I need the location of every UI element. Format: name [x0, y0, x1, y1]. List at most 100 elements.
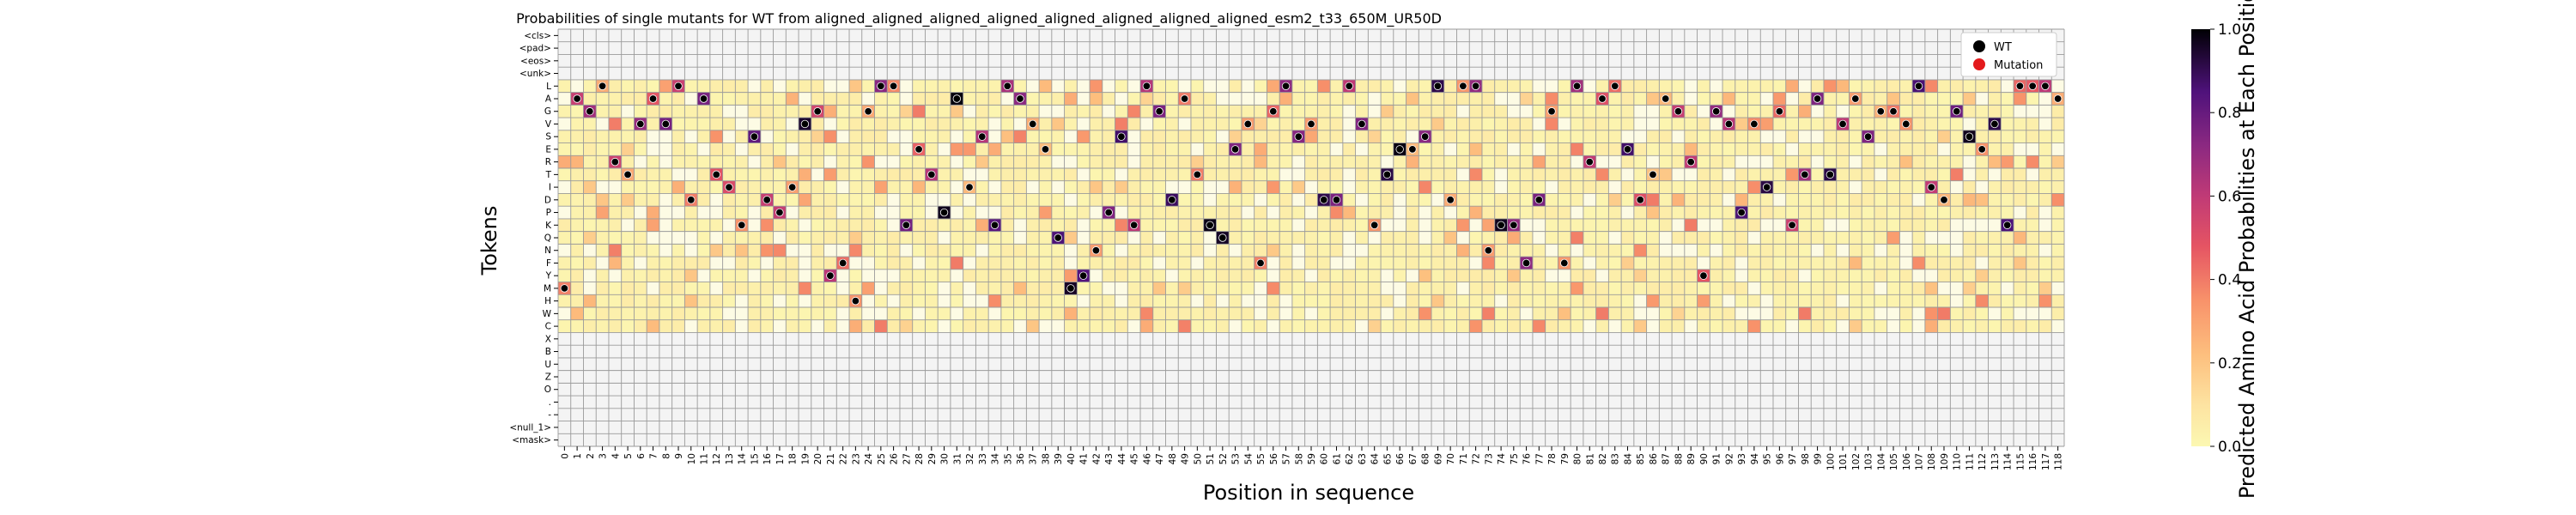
heatmap-cell [1051, 142, 1065, 156]
heatmap-cell [634, 130, 647, 143]
heatmap-cell [1507, 79, 1521, 93]
heatmap-cell [1178, 370, 1191, 384]
heatmap-cell [735, 79, 749, 93]
heatmap-cell [1443, 294, 1457, 307]
heatmap-cell [1165, 41, 1179, 55]
heatmap-cell [1152, 130, 1166, 143]
heatmap-cell [1772, 92, 1786, 106]
heatmap-cell [799, 345, 811, 358]
heatmap-cell [1646, 130, 1660, 143]
heatmap-cell [1152, 345, 1166, 358]
heatmap-cell [1684, 294, 1698, 307]
heatmap-cell [1735, 244, 1748, 258]
heatmap-cell [1000, 307, 1014, 320]
heatmap-cell [1722, 231, 1735, 245]
heatmap-cell [1747, 408, 1761, 421]
heatmap-cell [963, 370, 976, 384]
heatmap-cell [2001, 307, 2014, 320]
heatmap-cell [596, 244, 609, 258]
heatmap-cell [1077, 345, 1091, 358]
heatmap-cell [1722, 408, 1735, 421]
heatmap-cell [1190, 193, 1204, 207]
heatmap-cell [861, 168, 875, 181]
heatmap-cell [1026, 168, 1040, 181]
heatmap-cell [786, 54, 799, 68]
heatmap-cell [1090, 319, 1103, 333]
heatmap-cell [1823, 155, 1837, 168]
heatmap-cell [1064, 142, 1078, 156]
heatmap-cell [963, 130, 976, 143]
heatmap-cell [2001, 118, 2014, 130]
legend-wt-label: WT [1994, 41, 2012, 54]
heatmap-cell [1811, 105, 1824, 118]
wt-marker [2002, 221, 2012, 229]
x-tick-label: 53 [1231, 453, 1242, 464]
heatmap-cell [1886, 218, 1900, 232]
heatmap-cell [697, 294, 710, 307]
heatmap-cell [684, 345, 698, 358]
heatmap-cell [2014, 206, 2026, 219]
heatmap-cell [1874, 180, 1887, 194]
heatmap-cell [1267, 294, 1280, 307]
heatmap-cell [709, 41, 723, 55]
heatmap-cell [735, 193, 749, 207]
wt-marker [1041, 145, 1050, 154]
heatmap-cell [1090, 257, 1103, 270]
heatmap-cell [659, 180, 672, 194]
heatmap-cell [1481, 408, 1495, 421]
heatmap-cell [671, 269, 685, 282]
heatmap-cell [1571, 231, 1583, 245]
heatmap-cell [1697, 294, 1710, 307]
heatmap-cell [1229, 231, 1242, 245]
heatmap-cell [760, 92, 774, 106]
heatmap-cell [1203, 41, 1217, 55]
heatmap-cell [1735, 193, 1748, 207]
heatmap-cell [1684, 231, 1698, 245]
heatmap-cell [1039, 105, 1052, 118]
heatmap-cell [1672, 231, 1685, 245]
wt-marker [725, 183, 733, 191]
heatmap-cell [697, 421, 710, 434]
heatmap-cell [1735, 79, 1748, 93]
heatmap-cell [1178, 319, 1191, 333]
heatmap-cell [621, 118, 635, 130]
heatmap-cell [760, 155, 774, 168]
heatmap-cell [899, 142, 913, 156]
wt-marker [1155, 107, 1163, 116]
heatmap-cell [1950, 41, 1964, 55]
heatmap-cell [1672, 294, 1685, 307]
heatmap-cell [1862, 180, 1874, 194]
wt-marker [1332, 196, 1341, 204]
heatmap-cell [697, 319, 710, 333]
heatmap-cell [1621, 67, 1634, 80]
wt-marker [1750, 119, 1759, 129]
heatmap-cell [1203, 269, 1217, 282]
x-tick-label: 113 [1990, 453, 2001, 470]
heatmap-cell [1481, 105, 1495, 118]
heatmap-cell [1760, 294, 1773, 307]
heatmap-cell [1279, 105, 1292, 118]
heatmap-cell [671, 332, 685, 346]
heatmap-cell [1140, 396, 1153, 409]
heatmap-cell [1077, 168, 1091, 181]
heatmap-cell [1368, 231, 1382, 245]
heatmap-cell [811, 383, 824, 397]
heatmap-cell [950, 408, 963, 421]
heatmap-cell [887, 357, 900, 371]
heatmap-cell [583, 231, 597, 245]
heatmap-cell [1760, 319, 1773, 333]
heatmap-cell [1254, 319, 1267, 333]
heatmap-cell [1419, 41, 1432, 55]
heatmap-cell [1115, 79, 1128, 93]
x-tick-label: 51 [1206, 453, 1216, 464]
heatmap-cell [1975, 370, 1989, 384]
heatmap-cell [1950, 206, 1964, 219]
heatmap-cell [899, 408, 913, 421]
heatmap-cell [1317, 357, 1331, 371]
heatmap-cell [1608, 269, 1622, 282]
heatmap-cell [1545, 383, 1558, 397]
heatmap-cell [1178, 118, 1191, 130]
heatmap-cell [1950, 383, 1964, 397]
heatmap-cell [1760, 168, 1773, 181]
heatmap-cell [1115, 294, 1128, 307]
